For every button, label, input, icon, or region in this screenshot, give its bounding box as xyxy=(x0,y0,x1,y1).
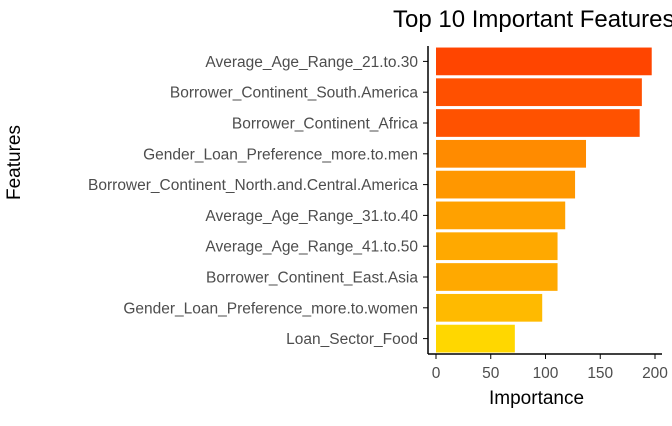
y-tick-label: Gender_Loan_Preference_more.to.men xyxy=(143,146,418,163)
y-tick-label: Borrower_Continent_North.and.Central.Ame… xyxy=(88,177,418,194)
y-tick-label: Loan_Sector_Food xyxy=(286,331,418,348)
bar-10 xyxy=(436,324,515,353)
y-tick-label: Borrower_Continent_East.Asia xyxy=(206,270,418,287)
bar-6 xyxy=(436,201,566,230)
y-tick-label: Borrower_Continent_South.America xyxy=(170,85,419,102)
bar-5 xyxy=(436,170,576,199)
x-tick-label: 200 xyxy=(642,365,668,382)
x-axis-title: Importance xyxy=(489,388,585,409)
bar-1 xyxy=(436,47,652,76)
y-tick-label: Average_Age_Range_41.to.50 xyxy=(205,239,418,256)
bar-9 xyxy=(436,293,543,322)
chart-title: Top 10 Important Features xyxy=(393,6,672,33)
x-tick-label: 100 xyxy=(533,365,559,382)
bar-3 xyxy=(436,109,640,137)
x-tick-label: 50 xyxy=(482,365,500,382)
bar-2 xyxy=(436,78,642,107)
y-tick-label: Average_Age_Range_31.to.40 xyxy=(205,208,418,225)
x-tick-label: 0 xyxy=(432,365,441,382)
y-axis-title: Features xyxy=(4,125,25,200)
y-tick-label: Borrower_Continent_Africa xyxy=(232,116,418,133)
y-tick-label: Gender_Loan_Preference_more.to.women xyxy=(123,300,418,317)
y-tick-label: Average_Age_Range_21.to.30 xyxy=(205,54,418,71)
bar-4 xyxy=(436,139,587,168)
bar-8 xyxy=(436,263,558,291)
bar-7 xyxy=(436,232,558,261)
x-tick-label: 150 xyxy=(587,365,613,382)
